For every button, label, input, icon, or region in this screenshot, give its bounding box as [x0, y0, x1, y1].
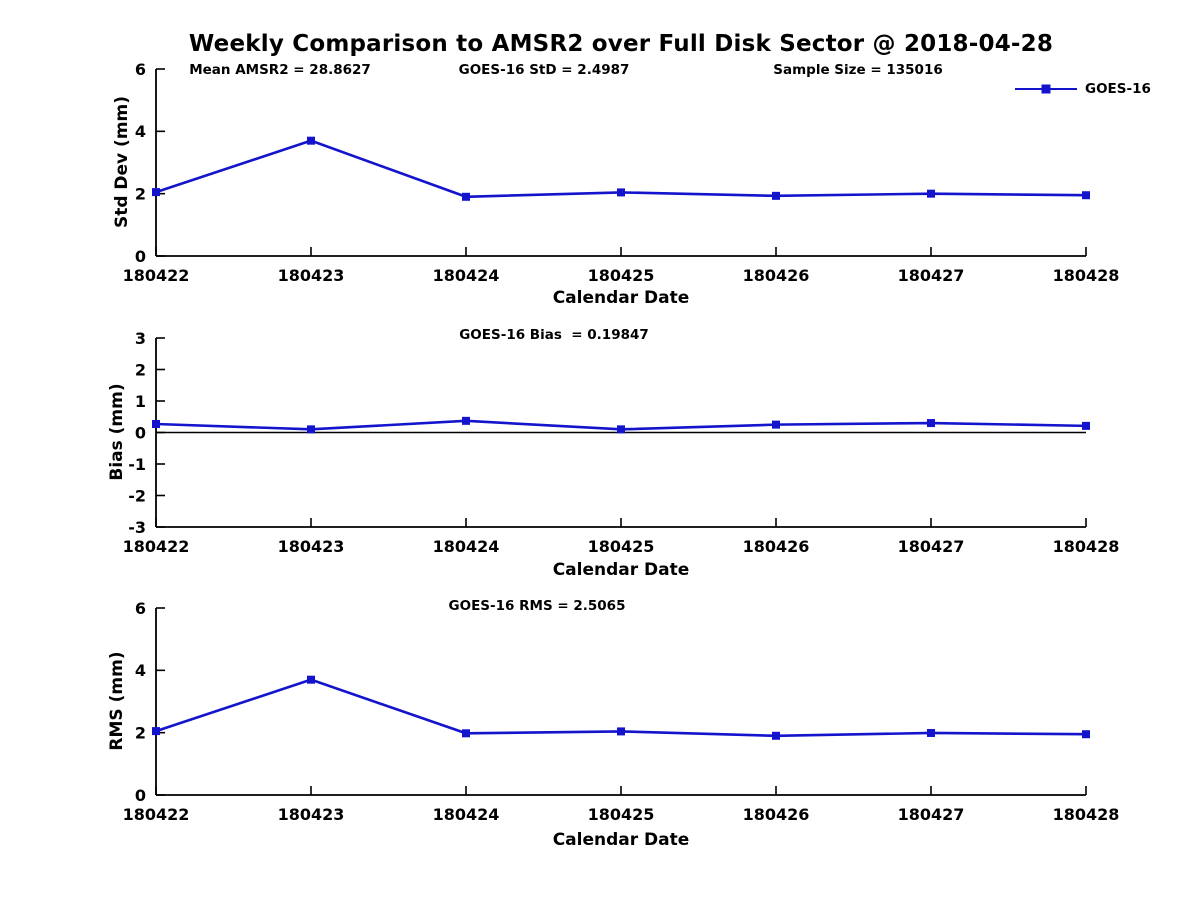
y-tick-label: -1 — [128, 455, 146, 474]
x-tick-label: 180426 — [743, 266, 810, 285]
y-tick-label: 0 — [135, 786, 146, 805]
legend: GOES-16 — [1015, 81, 1151, 97]
y-tick-label: 6 — [135, 599, 146, 618]
y-tick-label: 3 — [135, 329, 146, 348]
data-point-marker — [462, 192, 470, 201]
annotation-sample-size: Sample Size = 135016 — [773, 62, 943, 78]
data-line-goes-16 — [155, 678, 1087, 738]
data-point-marker — [152, 188, 160, 197]
x-tick-label: 180425 — [588, 266, 655, 285]
x-tick-label: 180427 — [898, 266, 965, 285]
x-tick-label: 180426 — [743, 537, 810, 556]
data-point-marker — [772, 420, 780, 429]
x-tick-label: 180424 — [433, 805, 500, 824]
xlabel-middle-plot: Calendar Date — [552, 560, 690, 580]
y-tick-label: -2 — [128, 486, 146, 505]
data-point-marker — [772, 191, 780, 200]
x-tick-label: 180428 — [1053, 537, 1120, 556]
legend-label: GOES-16 — [1085, 81, 1151, 97]
y-tick-label: 6 — [135, 60, 146, 79]
y-tick-label: 4 — [135, 661, 146, 680]
figure-title: Weekly Comparison to AMSR2 over Full Dis… — [188, 31, 1054, 57]
data-point-marker — [1082, 730, 1090, 739]
x-tick-label: 180424 — [433, 266, 500, 285]
x-tick-label: 180423 — [278, 805, 345, 824]
y-tick-label: -3 — [128, 518, 146, 537]
data-point-marker — [307, 425, 315, 434]
legend-square-marker-icon — [1041, 84, 1051, 94]
x-tick-label: 180422 — [123, 805, 190, 824]
data-point-marker — [1082, 191, 1090, 200]
x-tick-label: 180422 — [123, 537, 190, 556]
data-point-marker — [307, 136, 315, 145]
x-tick-label: 180426 — [743, 805, 810, 824]
x-tick-label: 180425 — [588, 805, 655, 824]
x-tick-label: 180424 — [433, 537, 500, 556]
x-tick-label: 180423 — [278, 537, 345, 556]
data-point-marker — [152, 727, 160, 736]
data-point-marker — [152, 419, 160, 428]
y-tick-label: 0 — [135, 423, 146, 442]
annotation-goes16-std: GOES-16 StD = 2.4987 — [458, 62, 630, 78]
data-point-marker — [462, 729, 470, 738]
data-point-marker — [1082, 421, 1090, 430]
data-point-marker — [772, 731, 780, 740]
x-tick-label: 180423 — [278, 266, 345, 285]
y-tick-label: 2 — [135, 184, 146, 203]
y-tick-label: 0 — [135, 247, 146, 266]
y-tick-label: 2 — [135, 723, 146, 742]
data-point-marker — [307, 675, 315, 684]
xlabel-top-plot: Calendar Date — [552, 288, 690, 308]
data-point-marker — [462, 416, 470, 425]
data-point-marker — [617, 188, 625, 197]
x-tick-label: 180427 — [898, 805, 965, 824]
x-tick-label: 180422 — [123, 266, 190, 285]
annotation-goes16-bias: GOES-16 Bias = 0.19847 — [459, 327, 649, 343]
x-tick-label: 180428 — [1053, 805, 1120, 824]
annotation-mean-amsr2: Mean AMSR2 = 28.8627 — [189, 62, 371, 78]
annotation-goes16-rms: GOES-16 RMS = 2.5065 — [448, 598, 626, 614]
data-point-marker — [617, 727, 625, 736]
y-tick-label: 1 — [135, 392, 146, 411]
legend-line-sample — [1015, 84, 1077, 94]
data-point-marker — [617, 425, 625, 434]
data-point-marker — [927, 189, 935, 198]
y-tick-label: 2 — [135, 360, 146, 379]
y-tick-label: 4 — [135, 122, 146, 141]
xlabel-bottom-plot: Calendar Date — [552, 830, 690, 850]
x-tick-label: 180425 — [588, 537, 655, 556]
x-tick-label: 180427 — [898, 537, 965, 556]
x-tick-label: 180428 — [1053, 266, 1120, 285]
data-point-marker — [927, 728, 935, 737]
data-point-marker — [927, 419, 935, 428]
data-line-goes-16 — [155, 139, 1087, 199]
